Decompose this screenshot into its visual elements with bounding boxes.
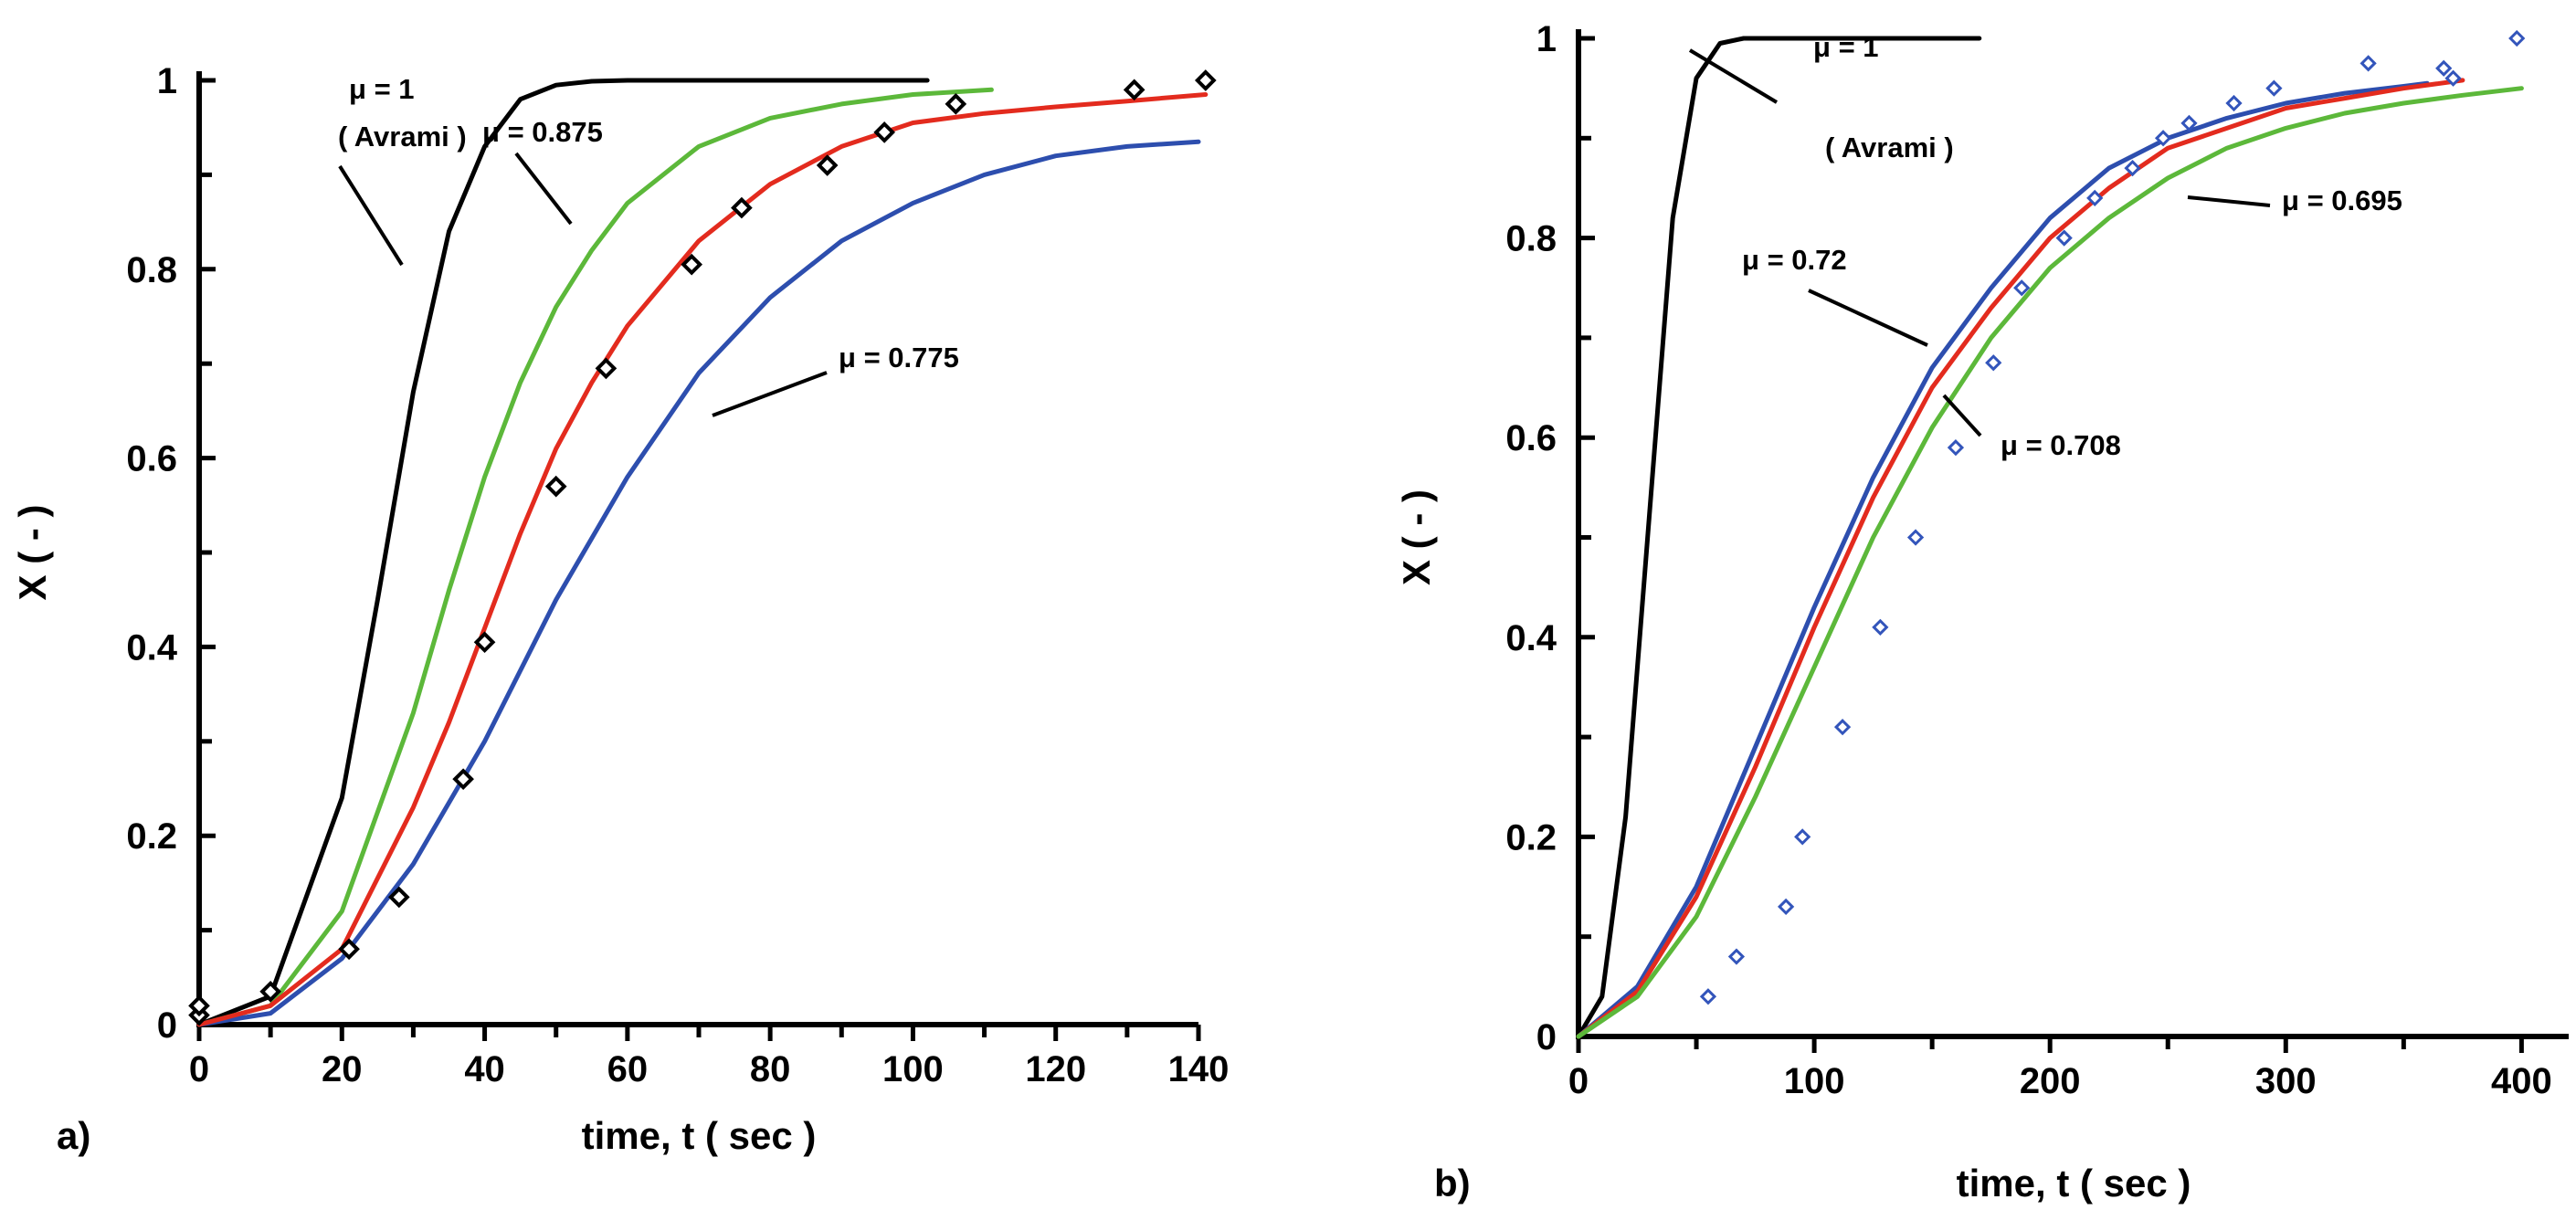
y-tick-label: 0: [1536, 1017, 1557, 1057]
data-point-marker: [1699, 988, 1717, 1005]
x-tick-label: 40: [464, 1049, 505, 1089]
data-point-marker: [2013, 279, 2031, 297]
annotation-label: μ = 0.775: [839, 342, 959, 374]
data-point-marker: [1947, 439, 1965, 457]
data-point-marker: [1727, 948, 1746, 965]
annotation-label: μ = 0.708: [2001, 429, 2121, 461]
panel-label: a): [57, 1114, 90, 1157]
y-tick-label: 0.8: [1505, 219, 1557, 259]
data-point-marker: [2265, 79, 2283, 97]
x-axis-title: time, t ( sec ): [1957, 1162, 2191, 1205]
data-point-marker: [1794, 828, 1811, 846]
data-point-marker: [259, 980, 281, 1003]
series-line-2: [196, 139, 1201, 1027]
data-point-marker: [1872, 618, 1889, 636]
data-point-marker: [2508, 29, 2526, 47]
y-tick-label: 0.8: [126, 250, 177, 290]
annotation-label: μ = 0.875: [482, 116, 603, 148]
annotation-leader-line: [1942, 394, 1982, 437]
data-point-marker: [338, 938, 360, 961]
series-line-3: [1576, 86, 2524, 1039]
y-tick-label: 1: [157, 61, 177, 101]
data-point-marker: [1833, 719, 1852, 736]
x-tick-label: 100: [1784, 1061, 1845, 1101]
series-line-2: [1576, 78, 2465, 1039]
y-tick-label: 0.4: [126, 627, 177, 668]
x-tick-label: 120: [1025, 1049, 1086, 1089]
series-line-1: [196, 87, 994, 1027]
y-tick-label: 0.2: [126, 816, 177, 857]
annotation-leader-line: [338, 164, 404, 267]
y-axis-title: X ( - ): [11, 505, 54, 601]
x-tick-label: 80: [750, 1049, 791, 1089]
series-line-0: [196, 78, 930, 1027]
data-point-marker: [2180, 114, 2198, 132]
data-point-marker: [387, 886, 410, 909]
y-tick-label: 0: [157, 1005, 177, 1046]
chart-panel-b: 0 0.2 0.4 0.6 0.8 1 0 100 200 300 400 time, t ( sec…: [1395, 19, 2569, 1205]
annotation-leader-line: [1688, 48, 1779, 104]
annotation-label-line2: ( Avrami ): [1825, 132, 1954, 163]
y-tick-label: 0.2: [1505, 817, 1557, 857]
annotation-label: μ = 0.695: [2282, 184, 2402, 216]
data-point-marker: [2444, 69, 2462, 87]
data-point-marker: [2435, 59, 2453, 77]
data-point-marker: [2225, 94, 2243, 112]
y-tick-label: 0.6: [1505, 418, 1557, 458]
series-line-3: [196, 92, 1209, 1027]
data-point-marker: [544, 475, 567, 498]
data-point-marker: [1123, 79, 1145, 101]
x-tick-label: 100: [882, 1049, 944, 1089]
data-point-marker: [2154, 130, 2172, 147]
data-point-marker: [2055, 229, 2073, 247]
data-point-marker: [188, 994, 210, 1017]
data-point-marker: [452, 768, 474, 790]
annotation-label: μ = 1: [349, 73, 415, 105]
x-tick-label: 0: [1568, 1061, 1589, 1101]
annotation-label: μ = 1: [1813, 31, 1879, 63]
annotation-leader-line: [2187, 195, 2271, 207]
data-point-marker: [473, 631, 496, 654]
data-point-marker: [2086, 189, 2104, 207]
data-point-marker: [1985, 354, 2002, 372]
panel-label: b): [1434, 1162, 1471, 1205]
x-tick-label: 0: [189, 1049, 209, 1089]
series-line-1: [1576, 80, 2430, 1039]
annotation-leader-line: [514, 152, 573, 226]
y-axis-title: X ( - ): [1395, 489, 1438, 585]
annotation-label-line2: ( Avrami ): [338, 121, 467, 153]
data-point-marker: [2124, 159, 2141, 177]
x-tick-label: 140: [1168, 1049, 1230, 1089]
x-tick-label: 300: [2255, 1061, 2317, 1101]
data-point-marker: [595, 357, 618, 380]
x-tick-label: 20: [322, 1049, 363, 1089]
annotation-leader-line: [712, 371, 828, 417]
data-point-marker: [681, 253, 703, 276]
x-tick-label: 400: [2491, 1061, 2552, 1101]
data-point-marker: [2360, 55, 2377, 72]
chart-panel-a: 0 0.2 0.4 0.6 0.8 1 0 20 40 60 80 100 120 140 time, t …: [11, 61, 1230, 1157]
y-tick-label: 0.4: [1505, 618, 1557, 658]
x-axis-title: time, t ( sec ): [582, 1114, 817, 1157]
data-point-marker: [816, 154, 839, 176]
y-tick-label: 0.6: [126, 439, 177, 479]
y-tick-label: 1: [1536, 19, 1557, 59]
data-point-marker: [1906, 529, 1925, 546]
x-tick-label: 60: [607, 1049, 649, 1089]
data-point-marker: [945, 93, 967, 115]
data-point-marker: [1778, 898, 1795, 916]
data-point-marker: [873, 121, 895, 143]
annotation-leader-line: [1808, 289, 1928, 347]
data-point-marker: [1194, 69, 1217, 91]
x-tick-label: 200: [2020, 1061, 2081, 1101]
annotation-label: μ = 0.72: [1742, 244, 1847, 276]
data-point-marker: [731, 196, 753, 219]
